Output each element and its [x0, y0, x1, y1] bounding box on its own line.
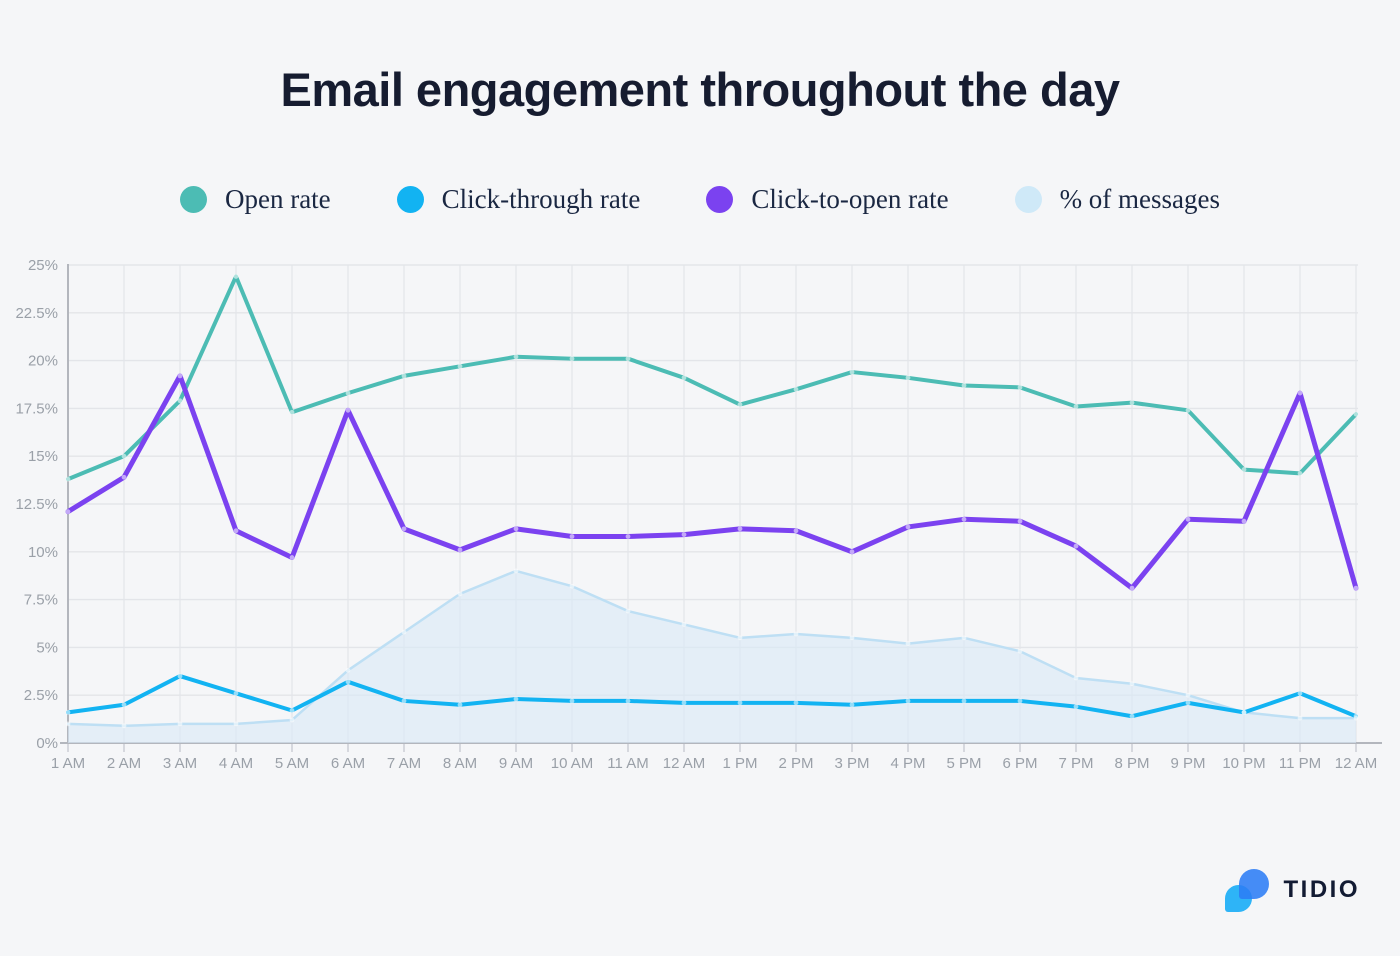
- chart-area: 0% 2.5% 5% 7.5% 10% 12.5% 15% 17.5% 20% 22.5% 25% 1…: [0, 228, 1400, 813]
- y-tick-label: 20%: [28, 353, 58, 370]
- x-axis-labels: 1 AM 2 AM 3 AM 4 AM 5 AM 6 AM 7 AM 8 AM 9 AM 10 A…: [51, 755, 1377, 772]
- x-tick-label: 12 AM: [663, 755, 706, 772]
- tidio-logo: TIDIO: [1224, 868, 1361, 912]
- legend-dot-click-through-rate-icon: [396, 186, 424, 213]
- legend-item-percent-of-messages: % of messages: [1014, 184, 1221, 215]
- series-open-rate: [66, 274, 1358, 482]
- y-tick-label: 17.5%: [15, 400, 58, 417]
- x-tick-label: 7 PM: [1058, 755, 1093, 772]
- series--of-messages: [66, 569, 1358, 743]
- x-tick-label: 2 AM: [107, 755, 141, 772]
- x-tick-label: 6 PM: [1002, 755, 1037, 772]
- x-tick-label: 7 AM: [387, 755, 421, 772]
- legend-dot-percent-of-messages-icon: [1014, 186, 1042, 213]
- y-axis-labels: 0% 2.5% 5% 7.5% 10% 12.5% 15% 17.5% 20% 22.5% 25%: [15, 257, 58, 752]
- x-tick-label: 9 PM: [1170, 755, 1205, 772]
- chart-title: Email engagement throughout the day: [280, 63, 1120, 116]
- engagement-chart: 0% 2.5% 5% 7.5% 10% 12.5% 15% 17.5% 20% 22.5% 25% 1…: [15, 257, 1382, 772]
- x-tick-label: 6 AM: [331, 755, 365, 772]
- x-tick-label: 8 AM: [443, 755, 477, 772]
- x-tick-label: 3 PM: [834, 755, 869, 772]
- x-tick-label: 5 PM: [946, 755, 981, 772]
- y-tick-label: 0%: [36, 735, 58, 752]
- brand-name: TIDIO: [1283, 876, 1360, 903]
- x-tick-label: 3 AM: [163, 755, 197, 772]
- x-tick-label: 4 AM: [219, 755, 253, 772]
- legend-dot-open-rate-icon: [179, 186, 207, 213]
- series-click-through-rate: [66, 674, 1358, 719]
- tidio-logo-icon: [1224, 868, 1271, 912]
- legend-label: Open rate: [224, 184, 331, 214]
- x-tick-label: 2 PM: [778, 755, 813, 772]
- x-tick-label: 12 AM: [1335, 755, 1378, 772]
- legend-item-click-to-open-rate: Click-to-open rate: [706, 184, 949, 215]
- x-tick-label: 11 PM: [1279, 755, 1321, 772]
- legend: Open rate Click-through rate Click-to-op…: [0, 184, 1400, 215]
- series-click-to-open-rate: [65, 373, 1359, 591]
- y-tick-label: 5%: [36, 639, 58, 656]
- legend-label: Click-to-open rate: [751, 184, 949, 214]
- y-tick-label: 7.5%: [24, 592, 58, 609]
- x-tick-label: 10 AM: [551, 755, 594, 772]
- legend-item-click-through-rate: Click-through rate: [396, 184, 641, 215]
- y-tick-label: 2.5%: [24, 687, 58, 704]
- x-tick-label: 4 PM: [890, 755, 925, 772]
- legend-item-open-rate: Open rate: [179, 184, 331, 215]
- data-point-markers: [65, 274, 1359, 729]
- y-tick-label: 10%: [28, 544, 58, 561]
- x-tick-label: 1 AM: [51, 755, 85, 772]
- x-tick-label: 5 AM: [275, 755, 309, 772]
- y-tick-label: 15%: [28, 448, 58, 465]
- legend-dot-click-to-open-rate-icon: [706, 186, 734, 213]
- x-tick-label: 8 PM: [1114, 755, 1149, 772]
- x-tick-label: 9 AM: [499, 755, 533, 772]
- y-tick-label: 22.5%: [15, 305, 58, 322]
- y-tick-label: 25%: [28, 257, 58, 274]
- x-tick-label: 11 AM: [607, 755, 648, 772]
- y-tick-label: 12.5%: [15, 496, 58, 513]
- x-tick-label: 10 PM: [1222, 755, 1265, 772]
- logo-bubble-dark: [1238, 869, 1269, 899]
- legend-label: Click-through rate: [441, 184, 641, 214]
- legend-label: % of messages: [1059, 184, 1221, 214]
- x-tick-label: 1 PM: [722, 755, 757, 772]
